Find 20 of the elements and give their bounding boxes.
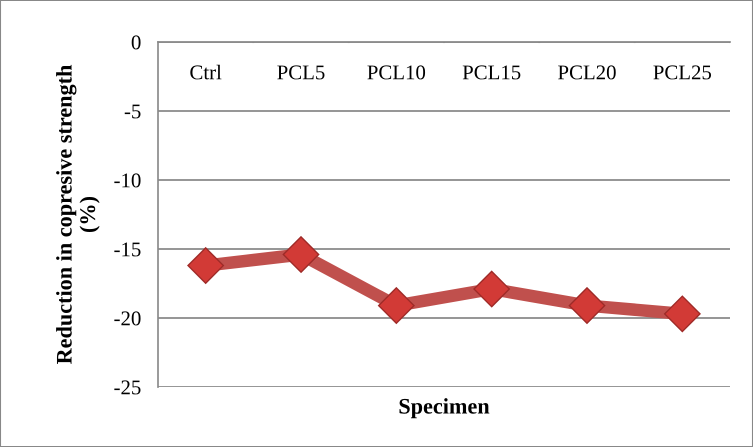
y-tick-label: -10 <box>114 173 141 188</box>
x-tick-label: PCL25 <box>653 65 712 80</box>
x-tick-label: Ctrl <box>190 64 222 80</box>
y-tick-label: 0 <box>132 35 141 50</box>
x-tick-label: PCL15 <box>462 65 520 80</box>
x-tick-label: PCL5 <box>277 65 324 80</box>
y-tick-label: -5 <box>124 104 141 118</box>
point <box>378 287 415 324</box>
x-axis-title: Specimen <box>400 398 490 418</box>
y-tick-label: -15 <box>114 242 141 256</box>
point <box>568 287 606 324</box>
x-tick-label: PCL20 <box>558 65 616 80</box>
point <box>187 247 224 284</box>
point <box>664 295 701 332</box>
y-axis-title: Reduction in copresive strength (%) <box>56 64 100 364</box>
point <box>473 270 510 308</box>
y-tick-label: -20 <box>114 311 141 326</box>
point <box>282 236 320 273</box>
y-tick-label: -25 <box>114 380 141 394</box>
x-tick-label: PCL10 <box>367 65 426 80</box>
